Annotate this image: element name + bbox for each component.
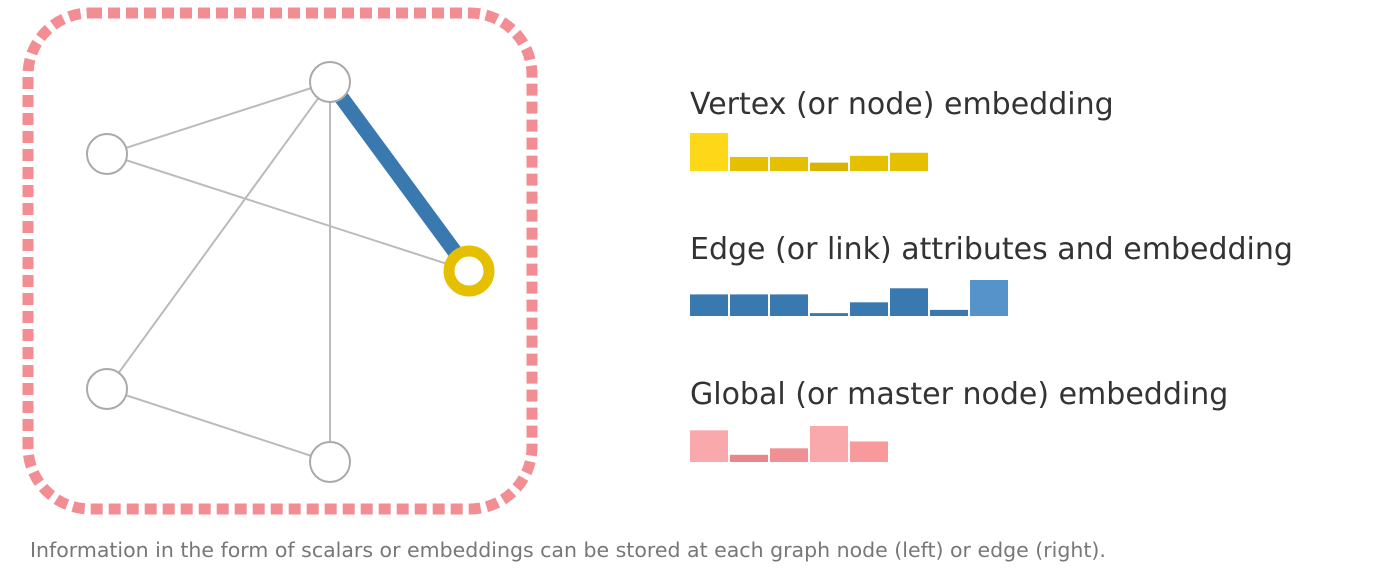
highlighted-edge <box>323 77 476 276</box>
graph-node-left <box>86 133 128 175</box>
vertex-embedding-bar-0 <box>690 133 728 171</box>
edge-embedding-bar-0 <box>690 294 728 316</box>
vertex-embedding-bar-5 <box>890 152 928 171</box>
global-embedding-bar-1 <box>730 454 768 462</box>
vertex-embedding-bar-2 <box>770 156 808 171</box>
graph-edge-top-bottom-left <box>106 81 331 390</box>
edge-legend-title: Edge (or link) attributes and embedding <box>690 232 1293 267</box>
highlighted-node <box>443 245 495 297</box>
edge-embedding-bars <box>690 280 1008 316</box>
global-legend-title: Global (or master node) embedding <box>690 377 1228 412</box>
edge-embedding-bar-5 <box>890 288 928 316</box>
global-embedding-bar-3 <box>810 426 848 462</box>
edge-embedding-bar-7 <box>970 280 1008 316</box>
graph-node-top <box>309 61 351 103</box>
global-embedding-bar-0 <box>690 430 728 462</box>
vertex-embedding-bar-3 <box>810 162 848 171</box>
figure-caption: Information in the form of scalars or em… <box>30 538 1106 562</box>
edge-embedding-bar-4 <box>850 302 888 316</box>
graph-embedding-diagram: Vertex (or node) embedding Edge (or link… <box>22 7 1293 515</box>
graph-node-bottom-left <box>86 368 128 410</box>
graph-edge-left-right-highlighted <box>106 153 470 272</box>
global-embedding-bar-4 <box>850 441 888 462</box>
graph-nodes <box>86 61 495 483</box>
global-embedding-bar-2 <box>770 448 808 462</box>
graph-edge-bottom-left-bottom <box>106 388 331 463</box>
graph-node-bottom <box>309 441 351 483</box>
vertex-embedding-bar-1 <box>730 156 768 171</box>
graph-edge-top-left <box>106 81 331 155</box>
vertex-embedding-bar-4 <box>850 155 888 171</box>
graph-edges <box>106 77 476 463</box>
vertex-legend-title: Vertex (or node) embedding <box>690 87 1114 122</box>
edge-embedding-bar-1 <box>730 294 768 316</box>
edge-embedding-bar-2 <box>770 294 808 316</box>
edge-embedding-bar-3 <box>810 313 848 316</box>
global-border <box>22 7 538 515</box>
global-embedding-bars <box>690 426 888 462</box>
edge-embedding-bar-6 <box>930 309 968 316</box>
vertex-embedding-bars <box>690 133 928 171</box>
